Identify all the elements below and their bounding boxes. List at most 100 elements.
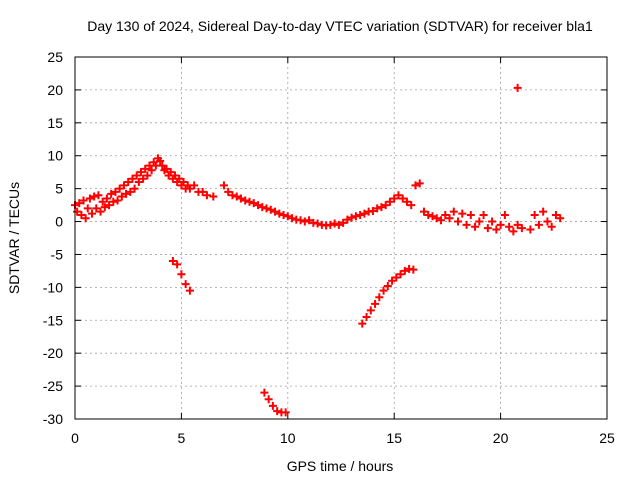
data-point (492, 225, 501, 234)
data-point (424, 210, 433, 219)
data-point (224, 187, 233, 196)
series-main-trace (71, 154, 565, 236)
data-point (117, 192, 126, 201)
y-tick-label: -15 (43, 312, 63, 328)
chart-title: Day 130 of 2024, Sidereal Day-to-day VTE… (87, 18, 593, 34)
x-axis-label: GPS time / hours (287, 458, 394, 474)
data-point (462, 220, 471, 229)
data-point (162, 164, 171, 173)
data-point (88, 209, 97, 218)
series-segment-13-5h (358, 264, 418, 328)
data-point (258, 203, 267, 212)
y-tick-label: 20 (47, 82, 63, 98)
data-point (351, 212, 360, 221)
series-segment-8-9h (260, 388, 290, 417)
data-point (513, 83, 522, 92)
data-point (356, 210, 365, 219)
data-point (396, 270, 405, 279)
y-tick-label: -25 (43, 378, 63, 394)
x-tick-label: 0 (71, 430, 79, 446)
data-point (411, 181, 420, 190)
data-point (362, 312, 371, 321)
data-point (268, 401, 277, 410)
data-point (281, 408, 290, 417)
data-point (126, 187, 135, 196)
x-tick-label: 15 (386, 430, 402, 446)
data-point (190, 181, 199, 190)
data-point (177, 270, 186, 279)
data-point (488, 217, 497, 226)
data-point (111, 187, 120, 196)
data-point (379, 286, 388, 295)
data-point (260, 388, 269, 397)
data-point (398, 194, 407, 203)
data-point (547, 222, 556, 231)
data-point (381, 201, 390, 210)
x-tick-label: 20 (493, 430, 509, 446)
data-point (326, 220, 335, 229)
data-point (143, 171, 152, 180)
data-point (392, 273, 401, 282)
data-point (556, 214, 565, 223)
y-axis-label: SDTVAR / TECUs (6, 182, 22, 294)
data-point (513, 220, 522, 229)
y-tick-label: -20 (43, 345, 63, 361)
data-point (147, 166, 156, 175)
data-point (115, 184, 124, 193)
data-point (83, 204, 92, 213)
data-point (279, 210, 288, 219)
data-point (94, 191, 103, 200)
data-point (388, 276, 397, 285)
data-point (122, 189, 131, 198)
data-point (90, 192, 99, 201)
data-point (219, 181, 228, 190)
data-points (71, 83, 565, 417)
data-point (466, 210, 475, 219)
y-tick-label: 5 (55, 181, 63, 197)
data-point (390, 194, 399, 203)
data-point (371, 299, 380, 308)
data-point (407, 201, 416, 210)
axis-ticks: 0 5 10 15 20 25 -30 -25 -20 -15 -10 -5 0 5 10 15 20 25 (43, 49, 615, 446)
data-point (249, 199, 258, 208)
data-point (300, 217, 309, 226)
data-point (275, 209, 284, 218)
x-tick-label: 10 (280, 430, 296, 446)
data-point (543, 217, 552, 226)
data-point (124, 178, 133, 187)
grid-lines (75, 57, 607, 419)
data-point (79, 196, 88, 205)
data-point (539, 207, 548, 216)
data-point (358, 319, 367, 328)
data-point (432, 214, 441, 223)
y-tick-label: 10 (47, 148, 63, 164)
data-point (179, 178, 188, 187)
data-point (107, 189, 116, 198)
y-tick-label: 25 (47, 49, 63, 65)
data-point (343, 215, 352, 224)
data-point (85, 194, 94, 203)
data-point (368, 207, 377, 216)
data-point (75, 199, 84, 208)
y-tick-label: -5 (51, 246, 64, 262)
data-point (185, 286, 194, 295)
data-point (339, 218, 348, 227)
data-point (394, 191, 403, 200)
y-tick-label: -30 (43, 411, 63, 427)
data-point (505, 222, 514, 231)
data-point (419, 207, 428, 216)
data-point (132, 171, 141, 180)
data-point (113, 196, 122, 205)
data-point (483, 224, 492, 233)
data-point (271, 207, 280, 216)
data-point (136, 168, 145, 177)
data-point (262, 204, 271, 213)
data-point (402, 197, 411, 206)
data-point (128, 174, 137, 183)
data-point (458, 209, 467, 218)
data-point (288, 214, 297, 223)
data-point (415, 179, 424, 188)
data-point (383, 282, 392, 291)
data-point (409, 265, 418, 274)
data-point (500, 210, 509, 219)
